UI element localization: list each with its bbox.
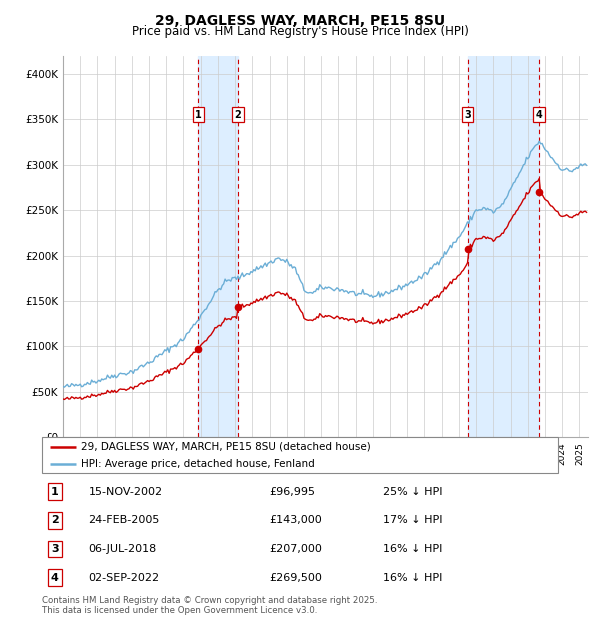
Text: 25% ↓ HPI: 25% ↓ HPI [383, 487, 442, 497]
Text: 16% ↓ HPI: 16% ↓ HPI [383, 544, 442, 554]
Text: £96,995: £96,995 [269, 487, 315, 497]
Text: This data is licensed under the Open Government Licence v3.0.: This data is licensed under the Open Gov… [42, 606, 317, 616]
Text: 06-JUL-2018: 06-JUL-2018 [88, 544, 157, 554]
Text: 4: 4 [536, 110, 542, 120]
Text: 24-FEB-2005: 24-FEB-2005 [88, 515, 160, 525]
Bar [467, 56, 539, 437]
Text: 2: 2 [51, 515, 59, 525]
Text: HPI: Average price, detached house, Fenland: HPI: Average price, detached house, Fenl… [80, 459, 314, 469]
Bar [199, 56, 238, 437]
Text: 29, DAGLESS WAY, MARCH, PE15 8SU (detached house): 29, DAGLESS WAY, MARCH, PE15 8SU (detach… [80, 442, 370, 452]
Text: Price paid vs. HM Land Registry's House Price Index (HPI): Price paid vs. HM Land Registry's House … [131, 25, 469, 38]
Text: 02-SEP-2022: 02-SEP-2022 [88, 573, 160, 583]
Text: Contains HM Land Registry data © Crown copyright and database right 2025.: Contains HM Land Registry data © Crown c… [42, 596, 377, 606]
Text: 15-NOV-2002: 15-NOV-2002 [88, 487, 163, 497]
Text: £207,000: £207,000 [269, 544, 322, 554]
Text: 16% ↓ HPI: 16% ↓ HPI [383, 573, 442, 583]
Text: £143,000: £143,000 [269, 515, 322, 525]
Text: 4: 4 [51, 573, 59, 583]
Text: £269,500: £269,500 [269, 573, 322, 583]
Text: 3: 3 [464, 110, 471, 120]
Text: 3: 3 [51, 544, 59, 554]
Text: 29, DAGLESS WAY, MARCH, PE15 8SU: 29, DAGLESS WAY, MARCH, PE15 8SU [155, 14, 445, 28]
Text: 2: 2 [235, 110, 241, 120]
Text: 17% ↓ HPI: 17% ↓ HPI [383, 515, 442, 525]
Text: 1: 1 [51, 487, 59, 497]
Text: 1: 1 [195, 110, 202, 120]
